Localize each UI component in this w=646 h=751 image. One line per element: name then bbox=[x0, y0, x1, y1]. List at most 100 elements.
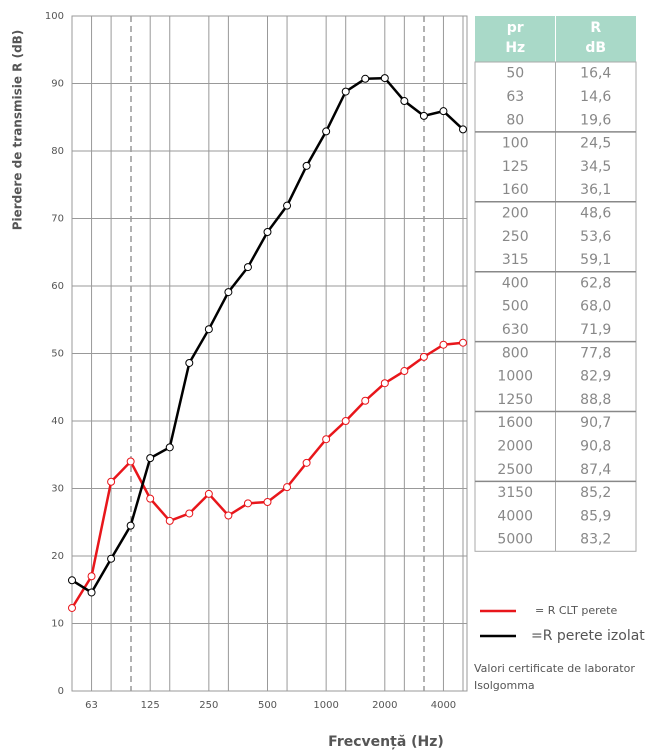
x-tick-label: 125 bbox=[141, 700, 160, 711]
y-tick-label: 80 bbox=[51, 146, 64, 157]
point bbox=[439, 340, 448, 349]
y-tick-label: 40 bbox=[51, 416, 64, 427]
table-cell: 2500 bbox=[497, 462, 533, 478]
y-tick-label: 20 bbox=[51, 551, 64, 562]
table-cell: 82,9 bbox=[580, 369, 611, 385]
x-tick-label: 63 bbox=[85, 700, 98, 711]
point bbox=[419, 111, 428, 120]
point bbox=[322, 435, 331, 444]
legend-label: = R CLT perete bbox=[535, 604, 617, 617]
table-cell: 34,5 bbox=[580, 159, 611, 175]
table-cell: 87,4 bbox=[580, 462, 611, 478]
table-cell: 77,8 bbox=[580, 345, 611, 361]
y-axis-title: Pierdere de transmisie R (dB) bbox=[11, 30, 25, 231]
table-cell: 90,7 bbox=[580, 415, 611, 431]
point bbox=[165, 516, 174, 525]
table-cell: 16,4 bbox=[580, 66, 611, 82]
point bbox=[459, 125, 467, 134]
point bbox=[322, 127, 331, 136]
table-cell: 14,6 bbox=[580, 89, 611, 105]
table-cell: 100 bbox=[502, 136, 529, 152]
table-cell: 2000 bbox=[497, 438, 533, 454]
y-tick-label: 0 bbox=[58, 686, 64, 697]
point bbox=[341, 417, 350, 425]
table-cell: 160 bbox=[502, 182, 529, 198]
point bbox=[126, 457, 135, 466]
table-cell: 63 bbox=[506, 89, 524, 105]
table-cell: 80 bbox=[506, 112, 524, 128]
y-tick-label: 50 bbox=[51, 349, 64, 360]
table-cell: 48,6 bbox=[580, 205, 611, 221]
table-cell: 19,6 bbox=[580, 112, 611, 128]
point bbox=[302, 458, 311, 467]
note: Isolgomma bbox=[474, 679, 535, 692]
point bbox=[380, 379, 389, 388]
point bbox=[341, 87, 350, 96]
point bbox=[400, 367, 409, 376]
point bbox=[283, 201, 292, 210]
x-axis-title: Frecvență (Hz) bbox=[328, 734, 444, 750]
y-tick-label: 90 bbox=[51, 79, 64, 90]
table-header-cell: Hz bbox=[505, 40, 525, 56]
point bbox=[185, 509, 194, 518]
table-cell: 4000 bbox=[497, 508, 533, 524]
y-tick-label: 30 bbox=[51, 484, 64, 495]
table-cell: 125 bbox=[502, 159, 529, 175]
point bbox=[224, 511, 233, 520]
point bbox=[107, 554, 116, 563]
x-tick-label: 1000 bbox=[313, 700, 338, 711]
point bbox=[87, 572, 96, 581]
point bbox=[380, 74, 389, 83]
point bbox=[459, 338, 467, 347]
point bbox=[146, 494, 155, 503]
table-cell: 1250 bbox=[497, 392, 533, 408]
table-cell: 250 bbox=[502, 229, 529, 245]
point bbox=[224, 288, 233, 297]
table-cell: 1000 bbox=[497, 369, 533, 385]
table-cell: 1600 bbox=[497, 415, 533, 431]
point bbox=[243, 263, 252, 272]
table-cell: 53,6 bbox=[580, 229, 611, 245]
table-cell: 315 bbox=[502, 252, 529, 268]
point bbox=[204, 489, 213, 498]
table-cell: 59,1 bbox=[580, 252, 611, 268]
x-tick-label: 2000 bbox=[372, 700, 397, 711]
table-cell: 3150 bbox=[497, 485, 533, 501]
table-cell: 88,8 bbox=[580, 392, 611, 408]
table-cell: 68,0 bbox=[580, 299, 611, 315]
point bbox=[165, 443, 174, 452]
table-cell: 630 bbox=[502, 322, 529, 338]
point bbox=[87, 588, 96, 597]
point bbox=[126, 521, 135, 530]
point bbox=[243, 499, 252, 508]
table-cell: 50 bbox=[506, 66, 524, 82]
table-cell: 200 bbox=[502, 205, 529, 221]
point bbox=[419, 352, 428, 361]
table-cell: 85,2 bbox=[580, 485, 611, 501]
y-tick-label: 60 bbox=[51, 281, 64, 292]
point bbox=[146, 454, 155, 463]
table-header-cell: R bbox=[590, 20, 601, 36]
table-cell: 400 bbox=[502, 275, 529, 291]
note: Valori certificate de laborator bbox=[474, 662, 635, 675]
point bbox=[302, 161, 311, 170]
point bbox=[263, 498, 272, 506]
table-cell: 85,9 bbox=[580, 508, 611, 524]
point bbox=[204, 325, 213, 334]
point bbox=[361, 74, 370, 83]
table-cell: 500 bbox=[502, 299, 529, 315]
point bbox=[107, 477, 116, 486]
point bbox=[400, 97, 409, 106]
y-tick-label: 70 bbox=[51, 214, 64, 225]
point bbox=[263, 228, 272, 236]
x-tick-label: 250 bbox=[199, 700, 218, 711]
x-tick-label: 500 bbox=[258, 700, 277, 711]
x-tick-label: 4000 bbox=[431, 700, 456, 711]
table-header-cell: pr bbox=[507, 20, 524, 36]
point bbox=[283, 483, 292, 492]
y-tick-label: 10 bbox=[51, 619, 64, 630]
point bbox=[185, 358, 194, 367]
table-cell: 800 bbox=[502, 345, 529, 361]
y-tick-label: 100 bbox=[45, 11, 64, 22]
